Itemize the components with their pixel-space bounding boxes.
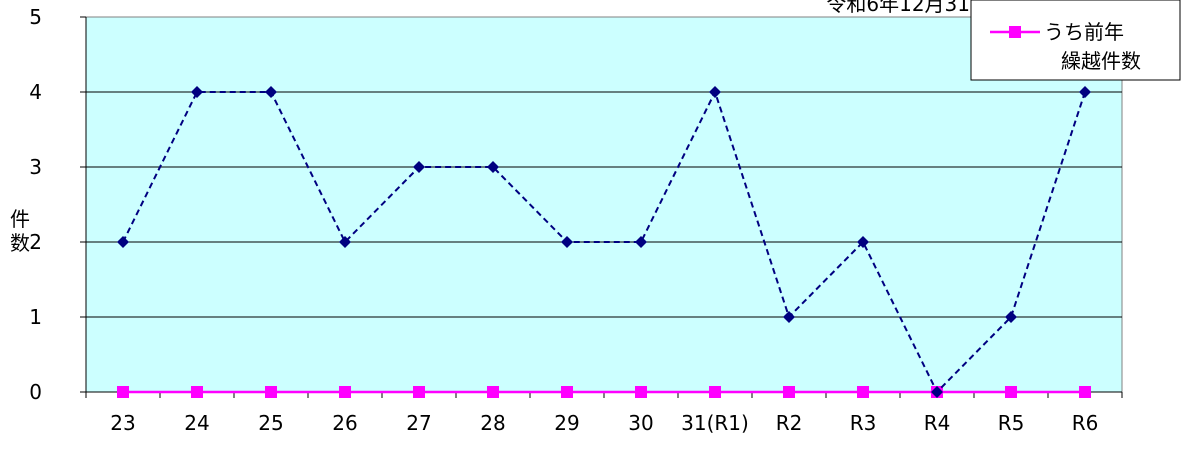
data-point-square [1005, 386, 1017, 398]
data-point-square [561, 386, 573, 398]
data-point-diamond [1005, 311, 1017, 323]
legend: うち前年 繰越件数 [970, 0, 1181, 81]
y-axis-title-line-2: 数 [10, 231, 30, 255]
x-tick-label: 29 [554, 411, 579, 435]
y-tick-label: 4 [29, 80, 42, 104]
data-point-diamond [265, 86, 277, 98]
data-point-square [857, 386, 869, 398]
x-tick-label: R6 [1072, 411, 1099, 435]
plot-area [85, 16, 1123, 393]
data-point-square [1079, 386, 1091, 398]
gridlines [86, 91, 1122, 318]
y-tick-label: 5 [29, 5, 42, 29]
x-tick-label: R3 [850, 411, 877, 435]
y-axis-title: 件 数 [10, 207, 30, 255]
data-point-diamond [931, 386, 943, 398]
data-point-square [413, 386, 425, 398]
x-tick-label: 28 [480, 411, 505, 435]
data-point-square [709, 386, 721, 398]
x-tick-label: 23 [110, 411, 135, 435]
data-point-diamond [783, 311, 795, 323]
series-line-0 [122, 89, 1086, 394]
legend-label-line-2: 繰越件数 [1061, 49, 1141, 73]
x-tick-label: 27 [406, 411, 431, 435]
x-tick-label: 26 [332, 411, 357, 435]
x-tick-label: 24 [184, 411, 209, 435]
legend-square-marker-icon [1009, 26, 1021, 38]
data-point-diamond [1079, 86, 1091, 98]
x-tick-label: R2 [776, 411, 803, 435]
data-point-diamond [561, 236, 573, 248]
data-point-diamond [339, 236, 351, 248]
legend-box [970, 0, 1181, 81]
data-point-diamond [117, 236, 129, 248]
data-point-diamond [709, 86, 721, 98]
x-tick-label: R5 [998, 411, 1025, 435]
data-point-diamond [191, 86, 203, 98]
series-layer [117, 86, 1091, 398]
y-axis-title-line-1: 件 [10, 207, 30, 231]
x-tick-label: R4 [924, 411, 951, 435]
data-point-square [635, 386, 647, 398]
y-tick-label: 3 [29, 155, 42, 179]
data-point-diamond [413, 161, 425, 173]
data-point-diamond [635, 236, 647, 248]
data-point-square [265, 386, 277, 398]
data-point-square [783, 386, 795, 398]
x-tick-label: 30 [628, 411, 653, 435]
y-tick-label: 0 [29, 380, 42, 404]
data-point-square [339, 386, 351, 398]
data-point-square [191, 386, 203, 398]
x-tick-label: 31(R1) [681, 411, 749, 435]
data-point-diamond [857, 236, 869, 248]
y-tick-label: 1 [29, 305, 42, 329]
data-point-square [487, 386, 499, 398]
data-point-square [117, 386, 129, 398]
y-tick-label: 2 [29, 230, 42, 254]
x-tick-label: 25 [258, 411, 283, 435]
data-point-diamond [487, 161, 499, 173]
legend-label-line-1: うち前年 [1044, 20, 1124, 44]
